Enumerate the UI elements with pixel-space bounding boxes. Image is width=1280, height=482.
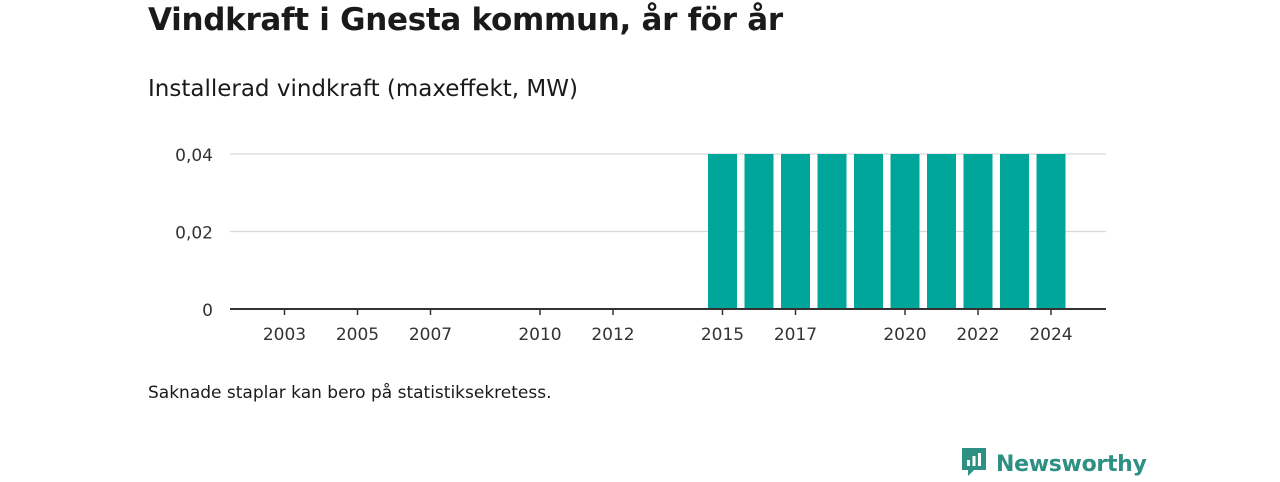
x-tick-label: 2024 [1029, 325, 1072, 345]
brand-name: Newsworthy [996, 451, 1147, 477]
x-tick-label: 2003 [263, 325, 306, 345]
bar-2020 [890, 154, 920, 309]
bar-chart: 0 0,02 0,04 2003 2005 2007 2010 2012 2015 2017 202… [175, 146, 1106, 345]
x-tick-label: 2007 [409, 325, 452, 345]
bar-2022 [963, 154, 993, 309]
bar-2023 [1000, 154, 1029, 309]
x-tick-label: 2020 [883, 325, 926, 345]
bar-2015 [708, 154, 737, 309]
newsworthy-logo-icon [960, 446, 988, 482]
y-tick-label: 0,04 [175, 146, 213, 166]
x-tick-label: 2015 [701, 325, 744, 345]
chart-subtitle: Installerad vindkraft (maxeffekt, MW) [148, 76, 578, 102]
bar-2024 [1036, 154, 1066, 309]
x-tick-label: 2022 [956, 325, 999, 345]
x-tick-label: 2017 [774, 325, 817, 345]
bar-2016 [744, 154, 774, 309]
bar-2021 [927, 154, 956, 309]
y-tick-label: 0,02 [175, 224, 213, 244]
y-tick-label: 0 [202, 301, 213, 321]
bar-2018 [817, 154, 847, 309]
x-tick-label: 2005 [336, 325, 379, 345]
x-tick-label: 2012 [591, 325, 634, 345]
bar-2019 [854, 154, 883, 309]
bar-2017 [781, 154, 810, 309]
newsworthy-logo[interactable]: Newsworthy [960, 446, 1147, 482]
footnote: Saknade staplar kan bero på statistiksek… [148, 383, 552, 403]
x-tick-label: 2010 [518, 325, 561, 345]
chart-title: Vindkraft i Gnesta kommun, år för år [148, 2, 783, 38]
